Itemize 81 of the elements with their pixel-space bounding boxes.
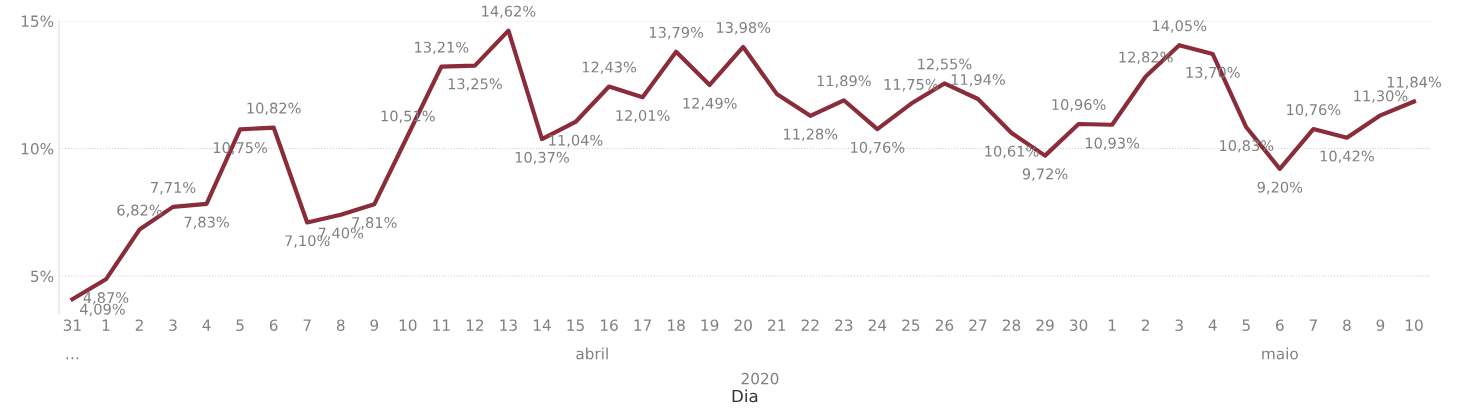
data-label: 4,87%: [83, 292, 129, 305]
x-tick-label: 14: [533, 319, 551, 331]
data-label: 12,01%: [616, 109, 670, 123]
x-tick-label: 28: [1002, 319, 1021, 331]
text: maio: [1262, 347, 1298, 360]
data-label: 10,76%: [1287, 104, 1341, 117]
data-label: 9,72%: [1022, 168, 1068, 181]
data-label: 11,94%: [951, 74, 1005, 87]
data-label: 13,25%: [448, 78, 502, 91]
x-tick-label: 23: [835, 319, 853, 331]
x-tick-label: 3: [1175, 319, 1183, 331]
x-tick-label: 9: [1376, 319, 1385, 331]
x-tick-label: 10: [399, 319, 417, 331]
x-tick-label: 1: [102, 319, 110, 331]
x-tick-label: 17: [634, 319, 651, 331]
x-tick-label: 26: [935, 319, 954, 331]
x-tick-label: 8: [1343, 319, 1351, 331]
data-label: 11,28%: [784, 128, 838, 142]
y-tick-label: 5%: [31, 270, 54, 283]
x-tick-label: 16: [601, 319, 618, 331]
x-tick-label: 21: [768, 319, 786, 331]
data-label: 10,82%: [247, 102, 301, 116]
x-tick-label: 2: [135, 319, 143, 331]
data-label: 14,62%: [482, 5, 536, 19]
data-label: 9,20%: [1257, 181, 1303, 195]
x-tick-label: 4: [202, 319, 211, 331]
x-tick-label: 5: [1242, 319, 1250, 331]
x-tick-label: 19: [701, 319, 719, 331]
x-tick-label: 6: [1276, 319, 1284, 331]
data-label: 10,76%: [851, 141, 905, 155]
data-label: 13,98%: [717, 22, 771, 35]
x-tick-label: 29: [1036, 319, 1054, 331]
y-tick-label: 15%: [21, 15, 54, 27]
data-label: 11,04%: [549, 134, 603, 148]
text: …: [66, 357, 79, 360]
x-tick-label: 25: [902, 319, 920, 331]
x-tick-label: 22: [801, 319, 819, 331]
data-label: 11,89%: [817, 75, 871, 88]
data-label: 11,75%: [884, 78, 938, 92]
x-tick-label: 7: [303, 319, 311, 331]
x-tick-label: 13: [500, 319, 517, 331]
data-label: 13,79%: [649, 26, 704, 40]
x-tick-label: 31: [63, 319, 81, 331]
data-label: 7,71%: [151, 181, 196, 195]
data-label: 7,83%: [184, 216, 229, 230]
data-label: 13,21%: [415, 41, 469, 55]
x-tick-label: 2: [1141, 319, 1149, 331]
x-tick-label: 7: [1309, 319, 1317, 331]
x-tick-label: 20: [734, 319, 752, 331]
x-tick-label: 10: [1405, 319, 1423, 331]
data-label: 12,43%: [582, 61, 637, 75]
data-label: 4,09%: [80, 303, 125, 317]
x-tick-label: 15: [567, 319, 584, 331]
y-tick-label: 10%: [21, 142, 54, 155]
data-label: 12,55%: [918, 58, 972, 71]
data-label: 12,49%: [683, 97, 737, 111]
x-tick-label: 30: [1070, 319, 1088, 331]
text: abril: [576, 347, 608, 360]
x-tick-label: 3: [169, 319, 177, 331]
data-label: 11,30%: [1354, 90, 1408, 103]
x-tick-label: 18: [668, 319, 685, 331]
x-axis-title: Dia: [732, 389, 758, 403]
x-tick-label: 11: [433, 319, 450, 331]
x-tick-label: 9: [370, 319, 379, 331]
x-tick-label: 1: [1108, 319, 1116, 331]
x-tick-label: 27: [969, 319, 987, 331]
text: 2020: [741, 372, 779, 385]
data-label: 14,05%: [1153, 20, 1207, 33]
x-tick-label: 12: [466, 319, 484, 331]
data-label: 10,42%: [1320, 150, 1374, 164]
data-label: 10,96%: [1052, 99, 1106, 112]
data-label: 10,37%: [515, 151, 569, 165]
data-label: 6,82%: [117, 204, 162, 218]
x-tick-label: 5: [236, 319, 244, 331]
data-label: 10,93%: [1085, 137, 1140, 151]
x-tick-label: 24: [868, 319, 887, 331]
x-tick-label: 6: [269, 319, 278, 331]
x-tick-label: 4: [1208, 319, 1217, 331]
data-label: 11,84%: [1387, 76, 1441, 90]
data-label: 10,61%: [985, 145, 1039, 159]
x-tick-label: 8: [336, 319, 345, 331]
